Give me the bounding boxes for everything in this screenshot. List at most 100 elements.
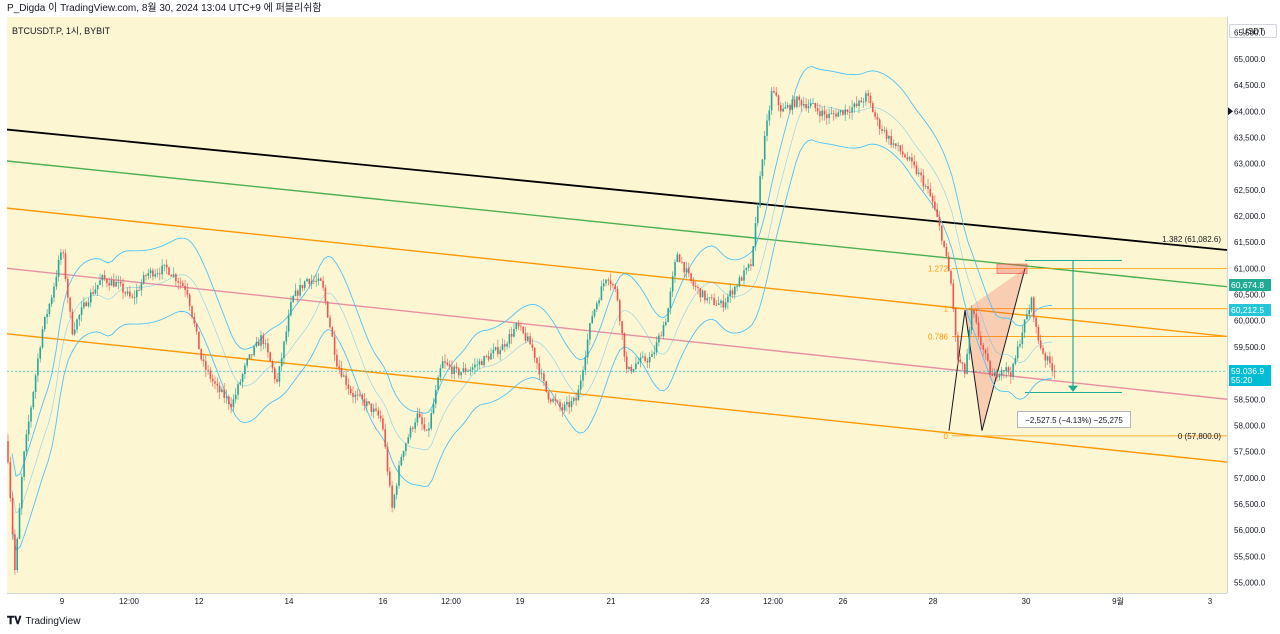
candle-body [860,100,863,103]
currency-unit[interactable]: USDT [1229,24,1277,38]
candle-body [402,450,405,458]
y-tick-label: 58,500.0 [1234,395,1266,404]
candle-body [678,254,681,263]
candle-body [471,367,474,370]
candle-body [301,284,304,289]
candle-body [409,427,412,438]
candle-body [280,358,283,367]
candle-body [165,264,168,268]
candle-body [191,306,193,317]
candle-body [504,344,506,347]
candle-body [37,358,39,376]
candle-body [918,172,920,174]
candle-body [262,335,265,345]
candle-body [384,429,386,447]
candle-body [957,335,959,360]
y-tick-label: 63,500.0 [1234,133,1266,142]
candle-body [483,356,485,366]
candle-body [64,253,67,280]
candle-body [1051,363,1053,371]
candle-body [593,309,596,317]
candle-body [501,344,504,351]
trendline-green [6,160,1228,288]
candle-body [862,101,865,103]
candle-body [55,276,58,287]
chart-area[interactable]: 1.272 1 0.786 0 1.382 (61,082.6) 0 (57,800.0) [6,17,1228,593]
y-tick-label: 64,500.0 [1234,81,1266,90]
candle-body [87,302,90,307]
candle-body [159,273,161,275]
y-tick-label: 57,000.0 [1234,474,1266,483]
candle-body [750,264,752,266]
candle-body [492,349,495,354]
candle-body [901,151,904,155]
candle-body [260,335,262,346]
candle-body [303,281,306,289]
price-tag[interactable]: 55:20 [1229,373,1271,386]
symbol-label[interactable]: BTCUSDT.P, 1시, BYBIT [12,26,111,36]
candle-body [108,283,110,286]
y-tick-label: 59,500.0 [1234,343,1266,352]
time-axis[interactable]: 9 12:00 12 14 16 12:00 19 21 23 12:00 26 28 30 9월 3 [7,593,1227,608]
candle-body [906,157,909,160]
candle-body [310,280,313,284]
candle-body [904,154,906,158]
candle-body [582,370,584,381]
candle-body [660,335,662,337]
candle-body [285,331,288,342]
candle-body [115,281,117,287]
candle-body [998,375,1001,378]
candle-body [27,421,30,435]
candle-body [99,280,101,285]
candle-body [717,303,720,306]
candle-body [527,336,529,341]
candle-body [915,165,918,174]
candle-body [476,364,478,366]
candle-body [1012,363,1014,377]
candle-body [244,365,246,375]
candle-body [697,287,699,289]
candle-body [757,206,759,224]
candle-body [1033,297,1035,318]
candle-body [416,413,419,423]
candle-body [508,334,511,344]
candle-body [968,329,971,354]
candle-body [453,366,455,375]
candle-body [297,290,299,296]
candle-body [867,93,869,96]
candle-body [945,247,948,257]
candle-body [16,538,18,571]
candle-body [1021,332,1024,344]
candle-body [69,297,71,312]
candle-body [607,279,610,281]
x-tick-label: 23 [701,597,710,606]
candle-body [628,366,630,369]
band-upper [11,66,1053,478]
candle-body [331,327,334,337]
candle-body [129,291,131,297]
candle-body [819,111,821,117]
x-tick-label: 3 [1208,597,1213,606]
candle-body [982,345,984,350]
candle-body [370,403,373,412]
fib-label: 0.786 [928,332,949,341]
publish-info: P_Digda 이 TradingView.com, 8월 30, 2024 1… [7,3,322,14]
candle-body [674,262,676,277]
candle-body [561,407,564,411]
candle-body [340,368,343,377]
candle-body [490,353,492,360]
price-tag[interactable]: 60,212.5 [1229,303,1271,316]
candle-body [835,113,837,117]
candle-body [382,418,384,430]
candle-body [269,352,271,362]
x-tick-label: 28 [929,597,938,606]
candle-body [791,99,794,111]
candle-body [391,485,393,508]
candle-body [959,359,961,363]
candle-body [630,366,633,372]
candle-body [929,188,932,196]
candle-body [975,313,978,323]
candle-body [494,347,497,350]
price-chart[interactable]: 1.272 1 0.786 0 1.382 (61,082.6) 0 (57,800.0) [6,17,1228,593]
price-tag[interactable]: 60,674.8 [1229,279,1271,292]
